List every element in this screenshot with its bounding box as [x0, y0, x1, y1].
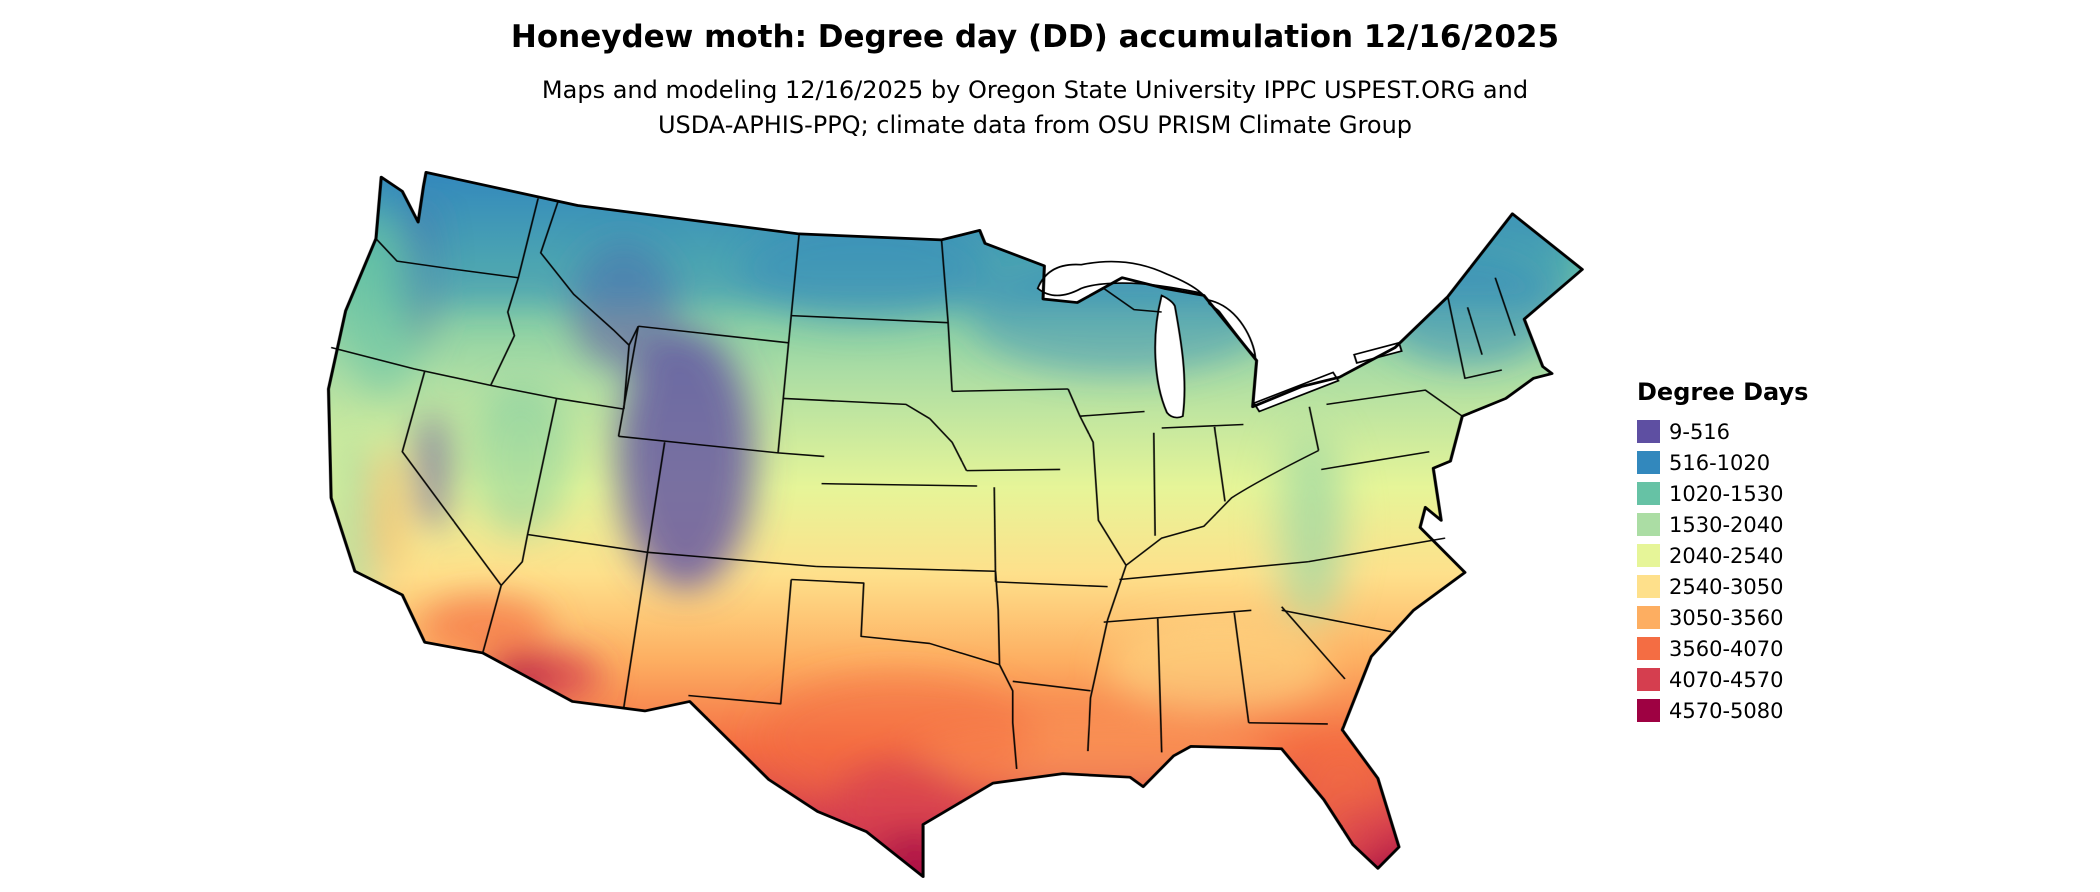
legend-swatch [1637, 699, 1660, 722]
legend-swatch [1637, 451, 1660, 474]
legend-item: 3050-3560 [1637, 602, 1808, 633]
legend-swatch [1637, 420, 1660, 443]
legend-item-label: 4070-4570 [1669, 667, 1784, 692]
legend-item: 2540-3050 [1637, 571, 1808, 602]
legend-item-label: 3050-3560 [1669, 605, 1784, 630]
page-title: Honeydew moth: Degree day (DD) accumulat… [510, 19, 1560, 55]
legend: Degree Days 9-516 516-1020 1020-1530 153… [1637, 378, 1808, 726]
legend-swatch [1637, 575, 1660, 598]
legend-item-label: 2040-2540 [1669, 543, 1784, 568]
legend-item-label: 1020-1530 [1669, 481, 1784, 506]
state-boundaries [330, 198, 1516, 769]
legend-item-label: 9-516 [1669, 419, 1731, 444]
us-outline [326, 171, 1584, 878]
legend-item: 1020-1530 [1637, 478, 1808, 509]
degree-day-raster [328, 172, 1583, 877]
us-map-svg [326, 171, 1584, 878]
us-degree-day-map [310, 170, 1602, 892]
legend-swatch [1637, 482, 1660, 505]
legend-item-label: 3560-4070 [1669, 636, 1784, 661]
legend-item-label: 4570-5080 [1669, 698, 1784, 723]
lake-michigan [1154, 294, 1186, 419]
legend-item: 3560-4070 [1637, 633, 1808, 664]
legend-item: 516-1020 [1637, 447, 1808, 478]
subtitle-line-1: Maps and modeling 12/16/2025 by Oregon S… [541, 75, 1529, 104]
subtitle-line-2: USDA-APHIS-PPQ; climate data from OSU PR… [657, 110, 1413, 139]
legend-item: 9-516 [1637, 416, 1808, 447]
legend-item-label: 516-1020 [1669, 450, 1771, 475]
legend-swatch [1637, 544, 1660, 567]
legend-item: 4570-5080 [1637, 695, 1808, 726]
legend-item: 4070-4570 [1637, 664, 1808, 695]
legend-item: 2040-2540 [1637, 540, 1808, 571]
map-header: Honeydew moth: Degree day (DD) accumulat… [0, 18, 2070, 142]
legend-item-label: 2540-3050 [1669, 574, 1784, 599]
legend-item-label: 1530-2040 [1669, 512, 1784, 537]
page-subtitle: Maps and modeling 12/16/2025 by Oregon S… [0, 73, 2070, 143]
legend-swatch [1637, 668, 1660, 691]
legend-swatch [1637, 637, 1660, 660]
legend-item: 1530-2040 [1637, 509, 1808, 540]
legend-swatch [1637, 513, 1660, 536]
legend-swatch [1637, 606, 1660, 629]
legend-title: Degree Days [1637, 378, 1809, 406]
lake-ontario [1353, 341, 1403, 364]
